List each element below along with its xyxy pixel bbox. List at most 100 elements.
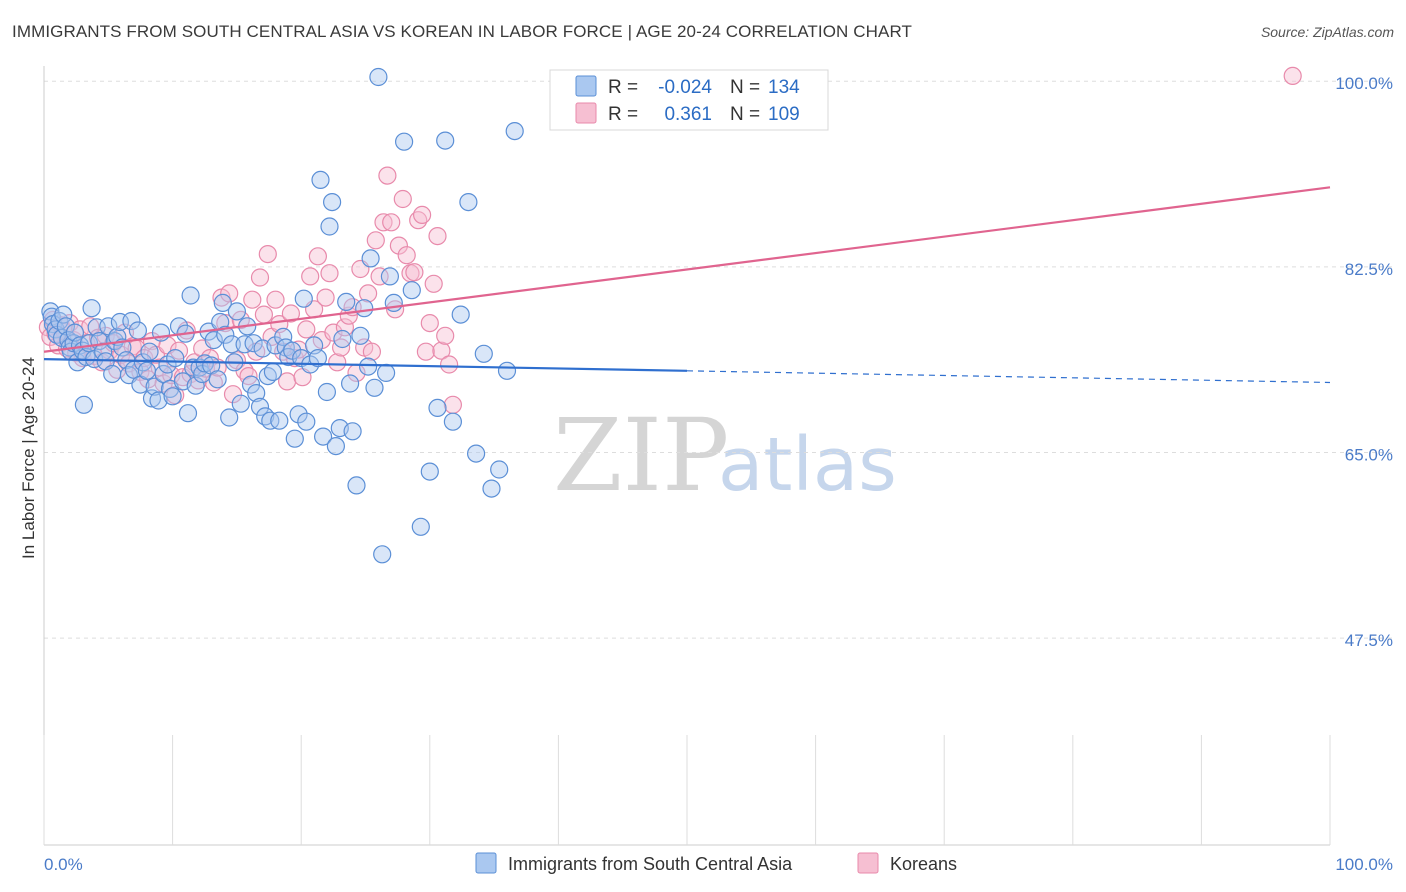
- data-point-south-central-asia: [149, 391, 168, 410]
- trend-line-south-central-asia-dashed: [686, 370, 1331, 384]
- data-point-south-central-asia: [82, 299, 101, 318]
- legend-r-label-1: R =: [608, 77, 638, 98]
- data-point-south-central-asia: [163, 387, 182, 406]
- data-point-koreans: [413, 205, 432, 224]
- data-point-south-central-asia: [337, 292, 356, 311]
- data-point-south-central-asia: [377, 363, 396, 382]
- data-point-south-central-asia: [395, 132, 414, 151]
- data-point-koreans: [389, 236, 408, 255]
- bottom-legend: Immigrants from South Central Asia Korea…: [475, 852, 957, 874]
- data-point-south-central-asia: [74, 395, 94, 414]
- data-point-south-central-asia: [459, 193, 478, 212]
- data-point-south-central-asia: [285, 429, 304, 448]
- data-point-koreans: [316, 288, 335, 307]
- data-point-koreans: [258, 245, 277, 264]
- data-point-south-central-asia: [263, 362, 282, 381]
- bottom-legend-swatch-pink: [857, 852, 879, 874]
- data-point-koreans: [386, 300, 405, 319]
- legend-swatch-blue: [575, 75, 597, 97]
- data-point-south-central-asia: [274, 327, 293, 346]
- data-point-south-central-asia: [428, 398, 447, 417]
- data-point-koreans: [405, 263, 424, 282]
- data-point-south-central-asia: [359, 357, 378, 376]
- trend-line-koreans-solid: [43, 186, 1331, 353]
- source-label: Source: ZipAtlas.com: [1260, 24, 1394, 40]
- data-point-south-central-asia: [505, 122, 524, 141]
- data-point-south-central-asia: [289, 405, 308, 424]
- data-point-south-central-asia: [373, 545, 392, 564]
- data-point-koreans: [1283, 66, 1302, 86]
- watermark-zip: ZIP: [553, 397, 729, 514]
- bottom-legend-label-2: Koreans: [890, 854, 957, 874]
- data-point-south-central-asia: [222, 335, 241, 354]
- data-point-koreans: [162, 366, 181, 385]
- legend-n-label-1: N =: [730, 77, 760, 98]
- data-point-south-central-asia: [137, 361, 156, 380]
- data-point-south-central-asia: [142, 389, 162, 408]
- data-point-south-central-asia: [56, 317, 76, 336]
- x-tick-label-min: 0.0%: [44, 855, 83, 874]
- data-point-koreans: [328, 353, 347, 372]
- data-point-south-central-asia: [323, 193, 342, 212]
- data-point-south-central-asia: [208, 370, 227, 389]
- data-point-south-central-asia: [326, 437, 345, 456]
- data-point-koreans: [243, 290, 262, 309]
- data-point-koreans: [266, 290, 285, 309]
- data-point-koreans: [301, 267, 320, 286]
- data-point-south-central-asia: [178, 404, 198, 423]
- data-point-south-central-asia: [181, 286, 200, 305]
- data-point-koreans: [359, 284, 378, 303]
- data-point-koreans: [362, 342, 381, 361]
- data-point-koreans: [320, 264, 339, 283]
- data-point-south-central-asia: [365, 378, 384, 397]
- bottom-legend-label-1: Immigrants from South Central Asia: [508, 854, 793, 874]
- data-point-south-central-asia: [270, 411, 289, 430]
- trend-lines: [43, 186, 1331, 384]
- data-point-south-central-asia: [341, 374, 360, 393]
- data-point-south-central-asia: [213, 293, 232, 312]
- data-point-south-central-asia: [467, 444, 486, 463]
- data-point-koreans: [382, 213, 401, 232]
- data-point-koreans: [420, 314, 439, 333]
- y-tick-label: 47.5%: [1345, 631, 1393, 650]
- data-point-south-central-asia: [184, 358, 203, 377]
- data-point-koreans: [220, 284, 239, 303]
- y-tick-label: 65.0%: [1345, 446, 1393, 465]
- data-point-south-central-asia: [241, 375, 261, 394]
- data-point-south-central-asia: [250, 397, 270, 416]
- data-point-south-central-asia: [227, 302, 246, 321]
- data-point-south-central-asia: [402, 281, 421, 300]
- data-point-south-central-asia: [490, 460, 509, 479]
- y-tick-label: 100.0%: [1335, 74, 1393, 93]
- data-point-koreans: [424, 274, 443, 293]
- data-point-south-central-asia: [54, 305, 73, 324]
- data-point-south-central-asia: [204, 331, 223, 350]
- data-point-south-central-asia: [297, 412, 316, 431]
- data-point-south-central-asia: [145, 377, 164, 396]
- data-point-south-central-asia: [133, 353, 153, 372]
- data-point-koreans: [436, 326, 455, 345]
- x-tick-label-max: 100.0%: [1335, 855, 1393, 874]
- data-point-koreans: [440, 355, 459, 374]
- legend-r-value-1: -0.024: [658, 77, 712, 98]
- data-point-south-central-asia: [411, 517, 430, 536]
- data-point-koreans: [335, 318, 354, 337]
- data-point-koreans: [397, 246, 416, 265]
- legend-n-value-2: 109: [768, 104, 800, 125]
- data-point-south-central-asia: [343, 422, 362, 441]
- trend-line-south-central-asia-solid: [43, 358, 688, 372]
- data-point-koreans: [250, 268, 270, 287]
- data-point-south-central-asia: [443, 412, 462, 431]
- data-point-south-central-asia: [247, 384, 266, 403]
- data-point-koreans: [378, 166, 397, 185]
- legend-n-label-2: N =: [730, 104, 760, 125]
- axes: [43, 66, 1331, 846]
- data-point-south-central-asia: [317, 382, 336, 402]
- data-point-south-central-asia: [220, 408, 239, 427]
- data-point-koreans: [223, 385, 243, 404]
- data-point-koreans: [308, 247, 327, 266]
- data-point-koreans: [393, 189, 412, 209]
- chart-title: IMMIGRANTS FROM SOUTH CENTRAL ASIA VS KO…: [12, 22, 912, 41]
- data-point-south-central-asia: [355, 299, 374, 318]
- data-point-south-central-asia: [186, 376, 205, 395]
